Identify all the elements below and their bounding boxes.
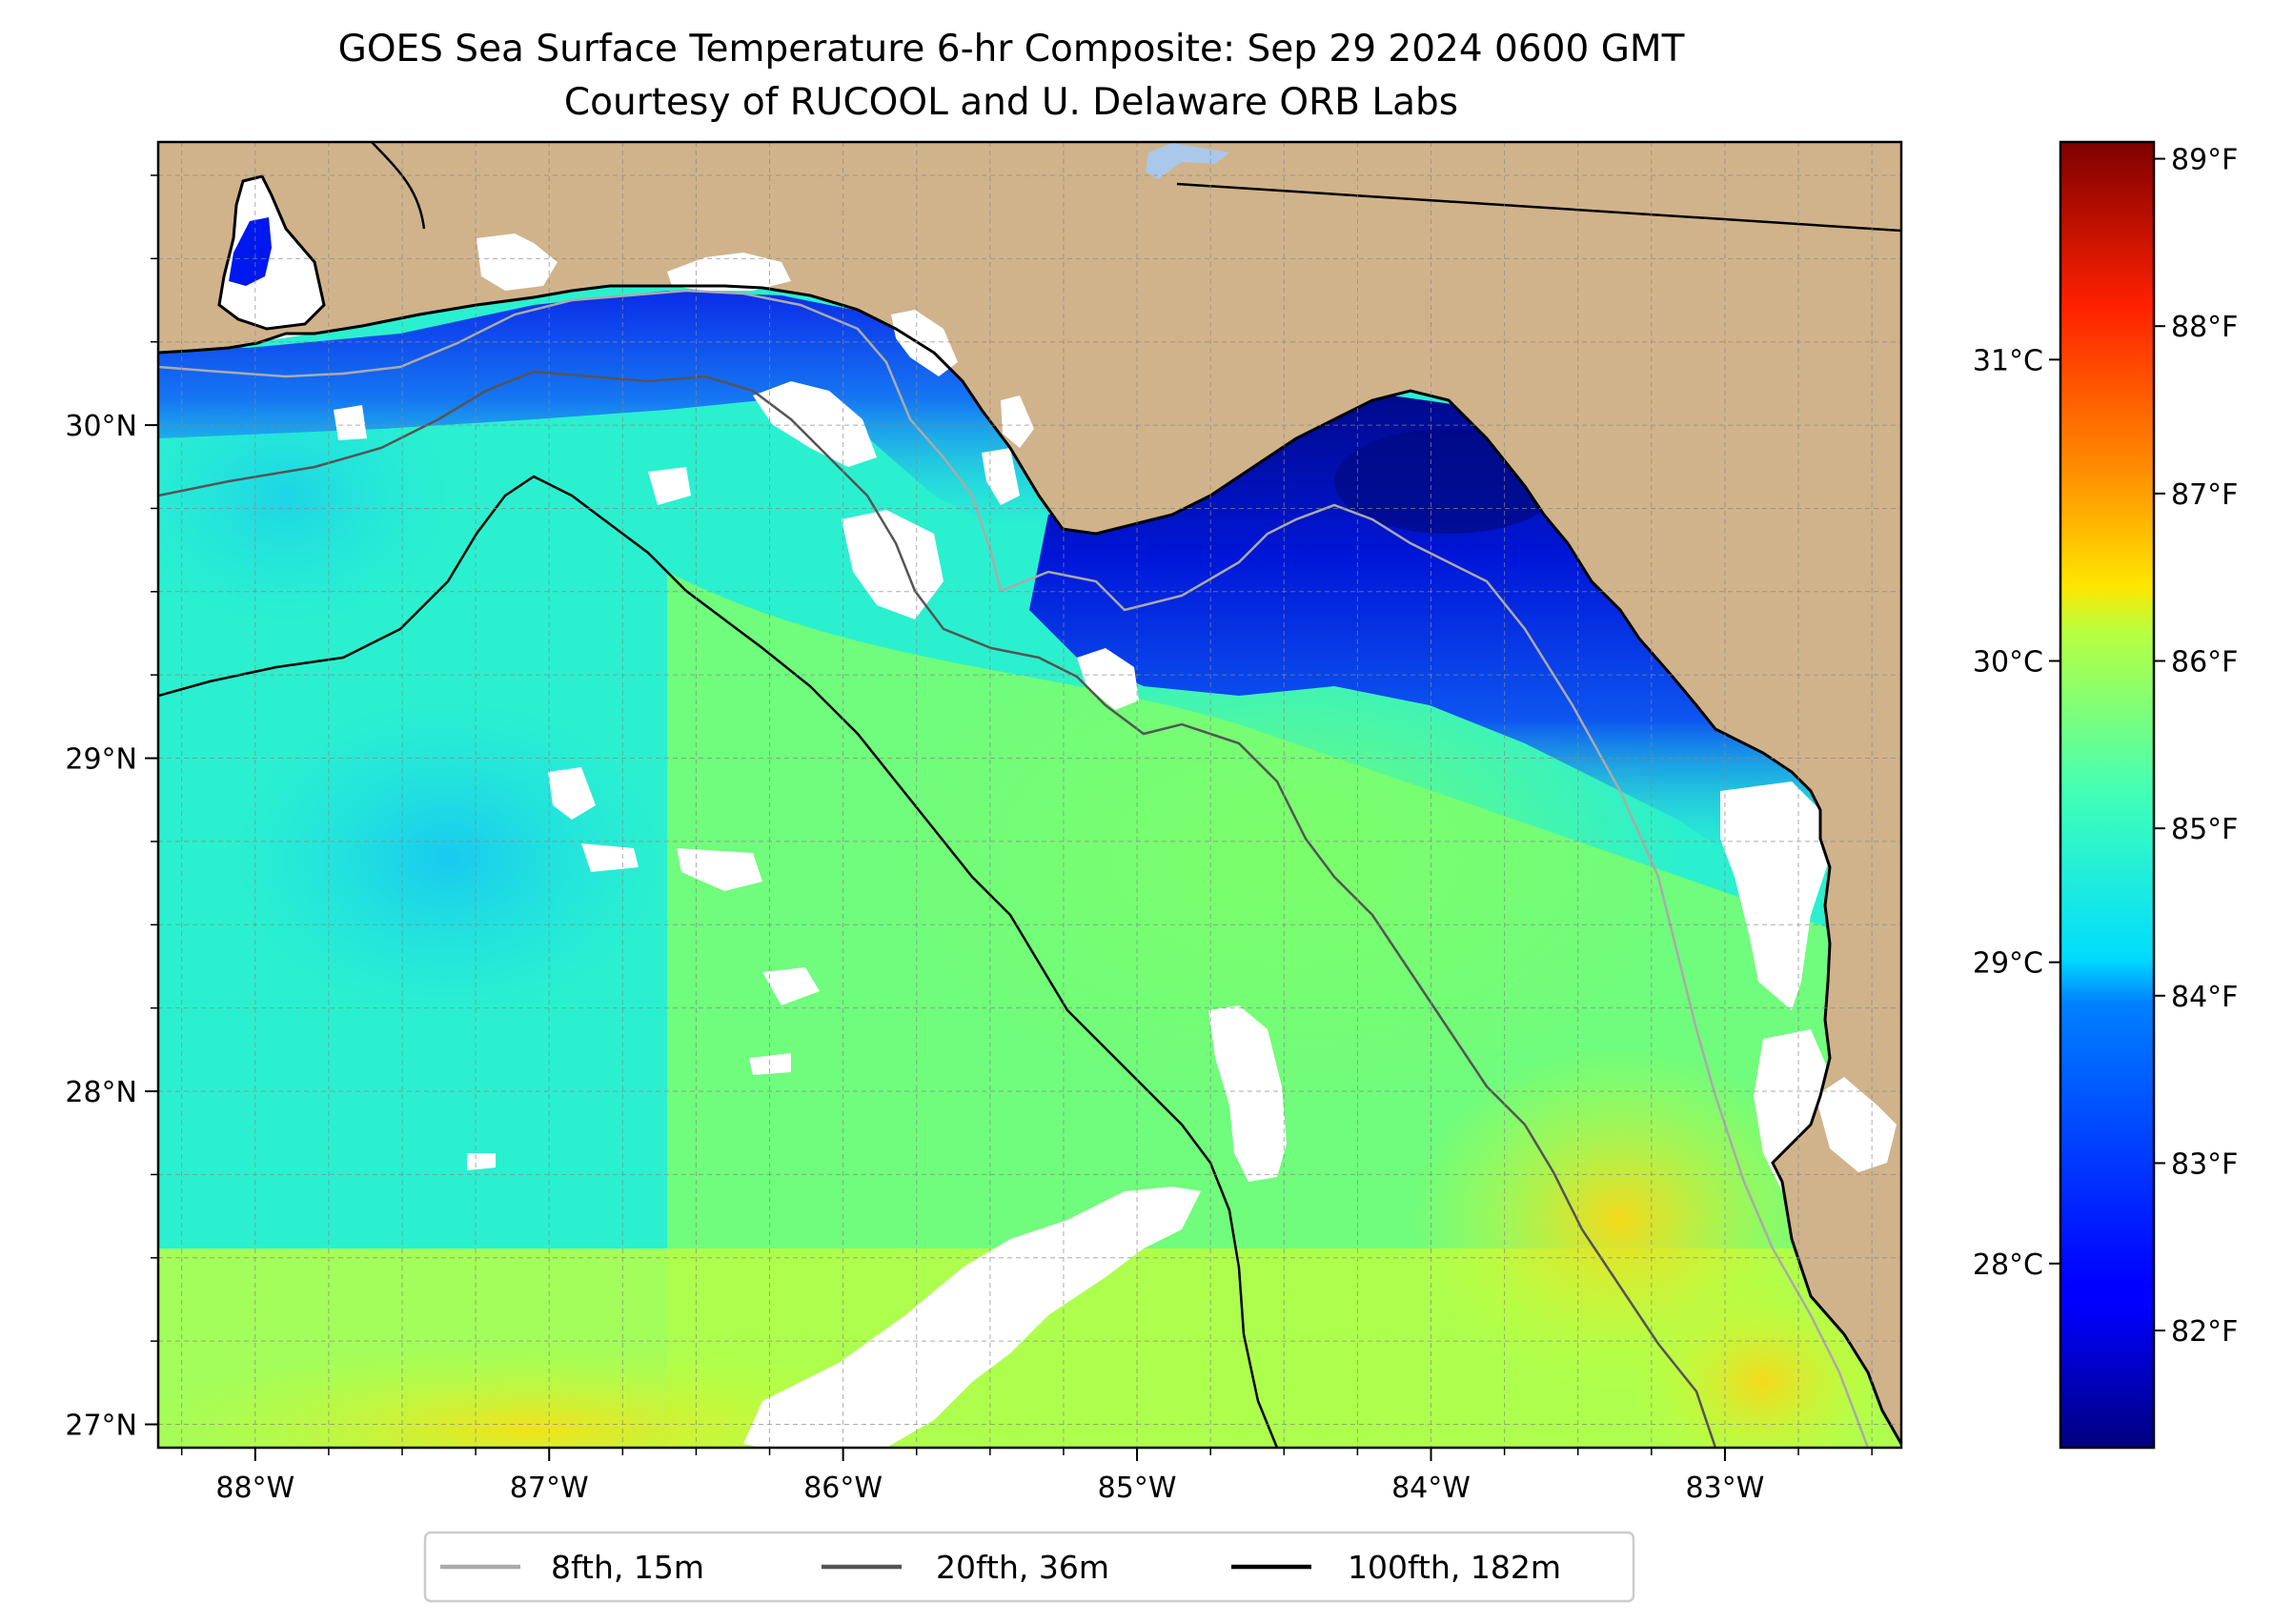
land-mass: [158, 142, 1901, 1448]
lon-tick-label: 86°W: [803, 1472, 883, 1505]
sst-coastal-cold-band: [158, 291, 1067, 534]
colorbar-frame: [2059, 140, 2156, 1450]
colorbar-f-label: 85°F: [2171, 813, 2238, 846]
colorbar-f-label: 86°F: [2171, 645, 2238, 679]
lon-tick-label: 87°W: [510, 1472, 589, 1505]
cloud-patch: [743, 1187, 1201, 1448]
sst-warm-spot-south: [158, 1344, 934, 1448]
legend-box: [423, 1531, 1635, 1603]
map-frame: [156, 140, 1903, 1450]
legend-entry-8fth: 8fth, 15m: [440, 1549, 704, 1586]
isobath-8fth: [158, 289, 1870, 1448]
lat-tick-label: 30°N: [65, 410, 137, 443]
colorbar-f-label: 83°F: [2171, 1147, 2238, 1181]
colorbar-c-label: 31°C: [1973, 344, 2043, 377]
sst-map: [158, 142, 1901, 1448]
mobile-bay-shore: [217, 174, 326, 331]
state-boundary: [371, 142, 426, 230]
cloud-patch: [648, 467, 691, 505]
colorbar-f-label: 89°F: [2171, 144, 2238, 177]
colorbar-c-label: 28°C: [1973, 1248, 2043, 1282]
lon-tick-label: 88°W: [215, 1472, 294, 1505]
sst-green-region: [886, 610, 1687, 1106]
legend-label-8fth: 8fth, 15m: [551, 1549, 704, 1586]
colorbar-f-label: 84°F: [2171, 981, 2238, 1014]
legend-entry-100fth: 100fth, 182m: [1231, 1549, 1561, 1586]
cloud-patch: [753, 381, 877, 467]
cloud-patch: [581, 843, 639, 872]
bay-water: [477, 233, 558, 291]
isobath-20fth: [158, 370, 1717, 1448]
colorbar-f-label: 87°F: [2171, 478, 2238, 512]
colorbar-ticks: 82°F 83°F 84°F 85°F 86°F 87°F 88°F 89°F 28°C 29°C…: [1973, 144, 2239, 1349]
cloud-patch: [548, 767, 596, 820]
legend: 8fth, 15m 20fth, 36m 100fth, 182m: [423, 1531, 1635, 1603]
cloud-patch: [842, 510, 944, 619]
cloud-patch: [982, 448, 1020, 505]
lat-tick-label: 27°N: [65, 1410, 137, 1443]
colorbar: 82°F 83°F 84°F 85°F 86°F 87°F 88°F 89°F 28°C 29°C…: [1973, 140, 2239, 1450]
cloud-patch: [1077, 648, 1139, 710]
cloud-patch: [677, 848, 762, 891]
colorbar-c-label: 30°C: [1973, 645, 2043, 679]
cloud-patch: [1208, 1005, 1287, 1182]
lon-tick-label: 84°W: [1391, 1472, 1471, 1505]
state-boundary-al-ga: [1176, 182, 1901, 233]
map-subtitle: Courtesy of RUCOOL and U. Delaware ORB L…: [564, 81, 1458, 124]
colorbar-gradient: [2060, 142, 2154, 1448]
axis-ticks: 88°W 87°W 86°W 85°W 84°W 83°W 30°N 29°N 28°N 27°N: [65, 174, 1873, 1505]
lon-tick-label: 83°W: [1686, 1472, 1765, 1505]
legend-label-100fth: 100fth, 182m: [1348, 1549, 1561, 1586]
colorbar-c-label: 29°C: [1973, 947, 2043, 981]
isobath-100fth: [158, 475, 1279, 1448]
bay-water: [667, 253, 791, 291]
tampa-bay: [1816, 1077, 1897, 1172]
lat-tick-label: 29°N: [65, 743, 137, 777]
legend-entry-20fth: 20fth, 36m: [822, 1549, 1109, 1586]
colorbar-f-label: 82°F: [2171, 1315, 2238, 1349]
bay-water: [1001, 396, 1034, 448]
lon-tick-label: 85°W: [1098, 1472, 1177, 1505]
map-title: GOES Sea Surface Temperature 6-hr Compos…: [338, 28, 1685, 71]
cloud-patch: [334, 405, 367, 440]
mobile-bay-sst: [229, 217, 272, 286]
mobile-bay: [219, 176, 324, 329]
lake: [1146, 143, 1229, 179]
cloud-patch: [1720, 782, 1830, 1010]
legend-label-20fth: 20fth, 36m: [936, 1549, 1109, 1586]
cloud-patch: [467, 1153, 496, 1170]
coastline: [158, 284, 1901, 1445]
sst-bigbend-cold-water: [1029, 396, 1830, 858]
cloud-patch: [762, 967, 820, 1005]
colorbar-f-label: 88°F: [2171, 311, 2238, 344]
lat-tick-label: 28°N: [65, 1076, 137, 1109]
graticule: [158, 142, 1901, 1448]
